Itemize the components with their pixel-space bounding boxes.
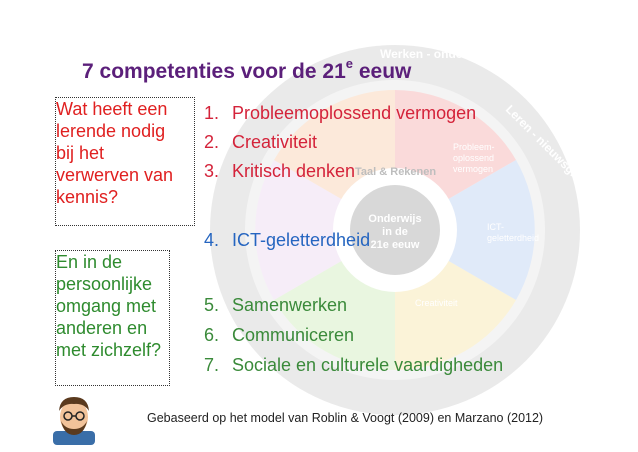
slide-title-rest: eeuw xyxy=(353,60,412,83)
red-question-line: kennis? xyxy=(56,187,119,207)
red-question-line: lerende nodig xyxy=(56,121,166,141)
wheel-ict-2: geletterdheid xyxy=(487,233,539,243)
competency-num: 5. xyxy=(204,295,220,315)
wheel-problem-3: vermogen xyxy=(453,164,493,174)
slide-title-sup: e xyxy=(345,56,353,71)
wheel-inner-ring xyxy=(245,80,545,380)
competency-item-7: 7. Sociale en culturele vaardigheden xyxy=(204,355,503,376)
competency-label: Samenwerken xyxy=(232,295,348,315)
slide-title: 7 competenties voor de 21e eeuw xyxy=(82,56,412,84)
wheel-center-text-2: in de xyxy=(382,226,408,238)
avatar xyxy=(53,397,95,445)
wheel-center-text-1: Onderwijs xyxy=(368,213,421,225)
red-question-line: verwerven van xyxy=(56,165,174,185)
source-footnote: Gebaseerd op het model van Roblin & Voog… xyxy=(147,411,544,425)
avatar-face xyxy=(60,400,88,434)
green-question-line: En in de xyxy=(56,252,123,272)
green-question-line: anderen en xyxy=(56,318,148,338)
green-question-line: persoonlijke xyxy=(56,274,153,294)
wheel-segment-purple xyxy=(255,160,395,300)
competency-item-4: 4. ICT-geletterdheid xyxy=(204,230,370,251)
wheel-segment-red xyxy=(395,90,516,230)
competency-label: ICT-geletterdheid xyxy=(232,230,371,250)
slide-title-main: 7 competenties voor de 21 xyxy=(82,60,346,83)
wheel-segment-green xyxy=(274,230,395,370)
competency-label: Creativiteit xyxy=(232,132,318,152)
competency-label: Probleemoplossend vermogen xyxy=(232,103,477,123)
wheel-problem-2: oplossend xyxy=(453,153,494,163)
red-question-line: bij het xyxy=(56,143,105,163)
competency-label: Communiceren xyxy=(232,325,355,345)
green-question-line: met zichzelf? xyxy=(56,340,162,360)
wheel-outer-top-label: Werken - ondernemend xyxy=(380,47,513,61)
wheel-creativity: Creativiteit xyxy=(415,298,458,308)
competency-item-1: 1. Probleemoplossend vermogen xyxy=(204,103,476,124)
competency-label: Kritisch denken xyxy=(232,161,356,181)
red-question-line: Wat heeft een xyxy=(56,99,168,119)
competency-item-5: 5. Samenwerken xyxy=(204,295,347,316)
wheel-middle-label: Taal & Rekenen xyxy=(355,166,436,178)
competency-num: 1. xyxy=(204,103,220,123)
knowledge-question-box: Wat heeft een lerende nodig bij het verw… xyxy=(55,97,195,226)
competency-num: 2. xyxy=(204,132,220,152)
avatar-beard xyxy=(61,421,87,435)
wheel-problem-1: Probleem- xyxy=(453,142,495,152)
wheel-outer-ring xyxy=(210,45,580,415)
wheel-ict-1: ICT- xyxy=(487,222,504,232)
wheel-segment-orange xyxy=(274,90,395,230)
personal-question-box: En in de persoonlijke omgang met anderen… xyxy=(55,250,170,386)
competency-wheel-graphic: Onderwijs in de 21e eeuw Werken - ondern… xyxy=(210,45,585,415)
competency-label: Sociale en culturele vaardigheden xyxy=(232,355,504,375)
competency-num: 7. xyxy=(204,355,220,375)
wheel-segment-blue xyxy=(395,160,535,300)
wheel-center-ring xyxy=(333,168,457,292)
wheel-segment-yellow xyxy=(395,230,516,370)
competency-num: 3. xyxy=(204,161,220,181)
green-question-line: omgang met xyxy=(56,296,157,316)
wheel-center-text-3: 21e eeuw xyxy=(371,239,420,251)
competency-item-6: 6. Communiceren xyxy=(204,325,354,346)
avatar-hair xyxy=(59,397,89,411)
wheel-center xyxy=(350,185,440,275)
competency-item-3: 3. Kritisch denken xyxy=(204,161,355,182)
avatar-shirt xyxy=(53,431,95,445)
competency-item-2: 2. Creativiteit xyxy=(204,132,317,153)
competency-num: 4. xyxy=(204,230,220,250)
competency-num: 6. xyxy=(204,325,220,345)
